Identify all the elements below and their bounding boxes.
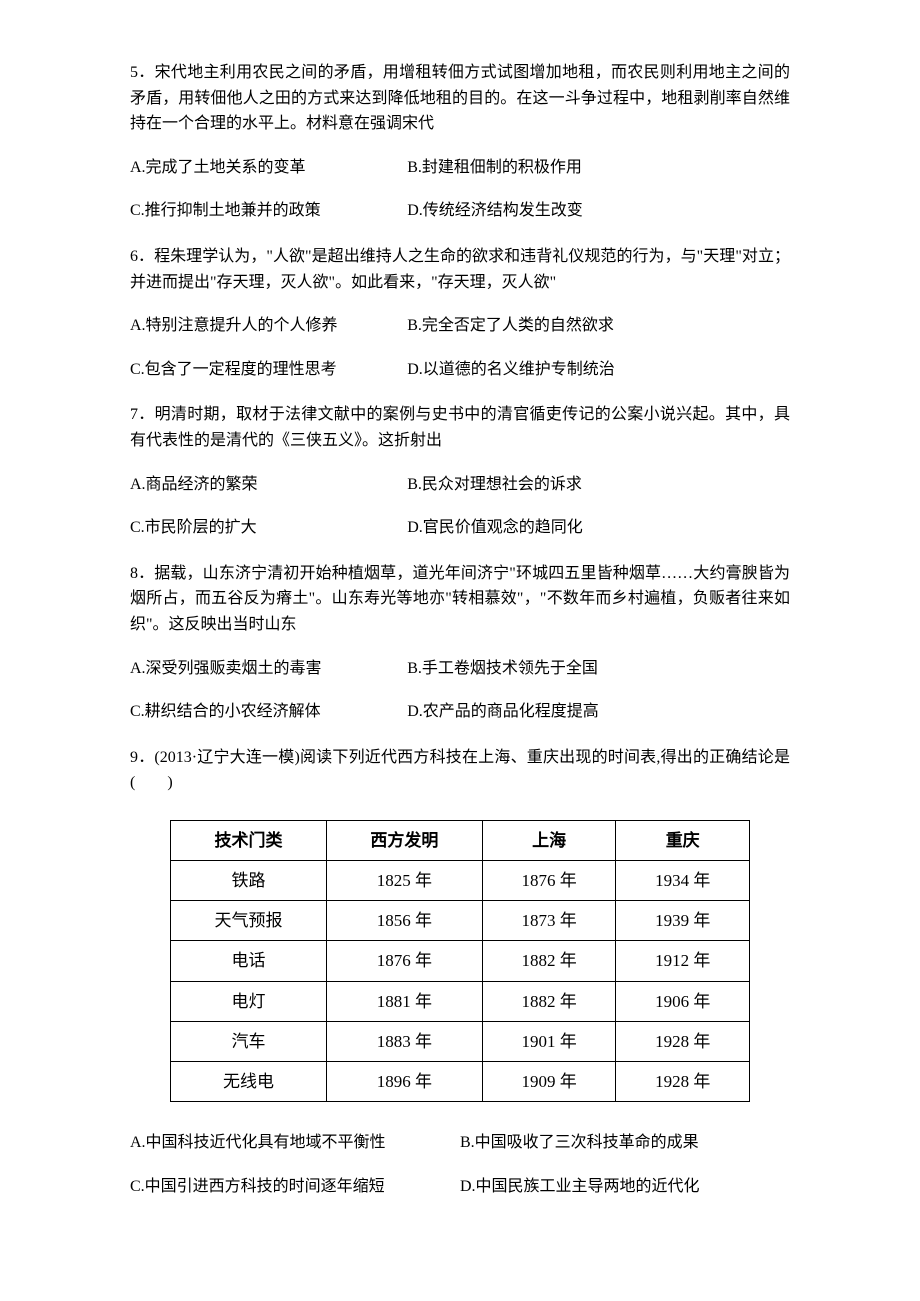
q8-option-a[interactable]: A.深受列强贩卖烟土的毒害 [130, 656, 407, 682]
table-cell: 1876 年 [326, 941, 482, 981]
table-row: 无线电 1896 年 1909 年 1928 年 [171, 1062, 750, 1102]
table-cell: 汽车 [171, 1021, 327, 1061]
table-cell: 电话 [171, 941, 327, 981]
q9-option-b[interactable]: B.中国吸收了三次科技革命的成果 [460, 1130, 790, 1156]
q8-option-c[interactable]: C.耕织结合的小农经济解体 [130, 699, 407, 725]
q5-option-d[interactable]: D.传统经济结构发生改变 [407, 198, 790, 224]
q8-stem: 8．据载，山东济宁清初开始种植烟草，道光年间济宁"环城四五里皆种烟草……大约膏腴… [130, 561, 790, 638]
q5-option-a[interactable]: A.完成了土地关系的变革 [130, 155, 407, 181]
q7-choices: A.商品经济的繁荣 B.民众对理想社会的诉求 C.市民阶层的扩大 D.官民价值观… [130, 472, 790, 541]
table-row: 铁路 1825 年 1876 年 1934 年 [171, 861, 750, 901]
table-row: 电灯 1881 年 1882 年 1906 年 [171, 981, 750, 1021]
table-cell: 1912 年 [616, 941, 750, 981]
q5-option-b[interactable]: B.封建租佃制的积极作用 [407, 155, 790, 181]
table-cell: 电灯 [171, 981, 327, 1021]
table-cell: 铁路 [171, 861, 327, 901]
table-cell: 1901 年 [482, 1021, 616, 1061]
table-cell: 无线电 [171, 1062, 327, 1102]
table-header-cell: 重庆 [616, 820, 750, 860]
q7-option-b[interactable]: B.民众对理想社会的诉求 [407, 472, 790, 498]
table-cell: 1856 年 [326, 901, 482, 941]
exam-page: 5．宋代地主利用农民之间的矛盾，用增租转佃方式试图增加地租，而农民则利用地主之间… [0, 0, 920, 1301]
table-cell: 1882 年 [482, 941, 616, 981]
q6-option-b[interactable]: B.完全否定了人类的自然欲求 [407, 313, 790, 339]
q6-option-a[interactable]: A.特别注意提升人的个人修养 [130, 313, 407, 339]
q9-choices: A.中国科技近代化具有地域不平衡性 B.中国吸收了三次科技革命的成果 C.中国引… [130, 1130, 790, 1199]
table-header-row: 技术门类 西方发明 上海 重庆 [171, 820, 750, 860]
table-cell: 1873 年 [482, 901, 616, 941]
table-header-cell: 技术门类 [171, 820, 327, 860]
q5-choices: A.完成了土地关系的变革 B.封建租佃制的积极作用 C.推行抑制土地兼并的政策 … [130, 155, 790, 224]
table-cell: 1934 年 [616, 861, 750, 901]
q7-option-d[interactable]: D.官民价值观念的趋同化 [407, 515, 790, 541]
table-cell: 1909 年 [482, 1062, 616, 1102]
table-cell: 1876 年 [482, 861, 616, 901]
table-row: 天气预报 1856 年 1873 年 1939 年 [171, 901, 750, 941]
q6-option-c[interactable]: C.包含了一定程度的理性思考 [130, 357, 407, 383]
q5-option-c[interactable]: C.推行抑制土地兼并的政策 [130, 198, 407, 224]
q8-option-b[interactable]: B.手工卷烟技术领先于全国 [407, 656, 790, 682]
q6-stem: 6．程朱理学认为，"人欲"是超出维持人之生命的欲求和违背礼仪规范的行为，与"天理… [130, 244, 790, 295]
q8-choices: A.深受列强贩卖烟土的毒害 B.手工卷烟技术领先于全国 C.耕织结合的小农经济解… [130, 656, 790, 725]
table-cell: 1928 年 [616, 1021, 750, 1061]
table-cell: 1883 年 [326, 1021, 482, 1061]
table-cell: 天气预报 [171, 901, 327, 941]
q7-option-c[interactable]: C.市民阶层的扩大 [130, 515, 407, 541]
q6-option-d[interactable]: D.以道德的名义维护专制统治 [407, 357, 790, 383]
q9-option-c[interactable]: C.中国引进西方科技的时间逐年缩短 [130, 1174, 460, 1200]
table-cell: 1881 年 [326, 981, 482, 1021]
table-row: 电话 1876 年 1882 年 1912 年 [171, 941, 750, 981]
q9-option-d[interactable]: D.中国民族工业主导两地的近代化 [460, 1174, 790, 1200]
q6-choices: A.特别注意提升人的个人修养 B.完全否定了人类的自然欲求 C.包含了一定程度的… [130, 313, 790, 382]
q5-stem: 5．宋代地主利用农民之间的矛盾，用增租转佃方式试图增加地租，而农民则利用地主之间… [130, 60, 790, 137]
q9-option-a[interactable]: A.中国科技近代化具有地域不平衡性 [130, 1130, 460, 1156]
table-cell: 1825 年 [326, 861, 482, 901]
q7-stem: 7．明清时期，取材于法律文献中的案例与史书中的清官循吏传记的公案小说兴起。其中，… [130, 402, 790, 453]
q9-stem: 9．(2013·辽宁大连一模)阅读下列近代西方科技在上海、重庆出现的时间表,得出… [130, 745, 790, 796]
table-header-cell: 西方发明 [326, 820, 482, 860]
table-cell: 1928 年 [616, 1062, 750, 1102]
q7-option-a[interactable]: A.商品经济的繁荣 [130, 472, 407, 498]
table-header-cell: 上海 [482, 820, 616, 860]
table-cell: 1882 年 [482, 981, 616, 1021]
table-row: 汽车 1883 年 1901 年 1928 年 [171, 1021, 750, 1061]
table-cell: 1896 年 [326, 1062, 482, 1102]
q9-table: 技术门类 西方发明 上海 重庆 铁路 1825 年 1876 年 1934 年 … [170, 820, 750, 1102]
q8-option-d[interactable]: D.农产品的商品化程度提高 [407, 699, 790, 725]
table-cell: 1906 年 [616, 981, 750, 1021]
table-cell: 1939 年 [616, 901, 750, 941]
